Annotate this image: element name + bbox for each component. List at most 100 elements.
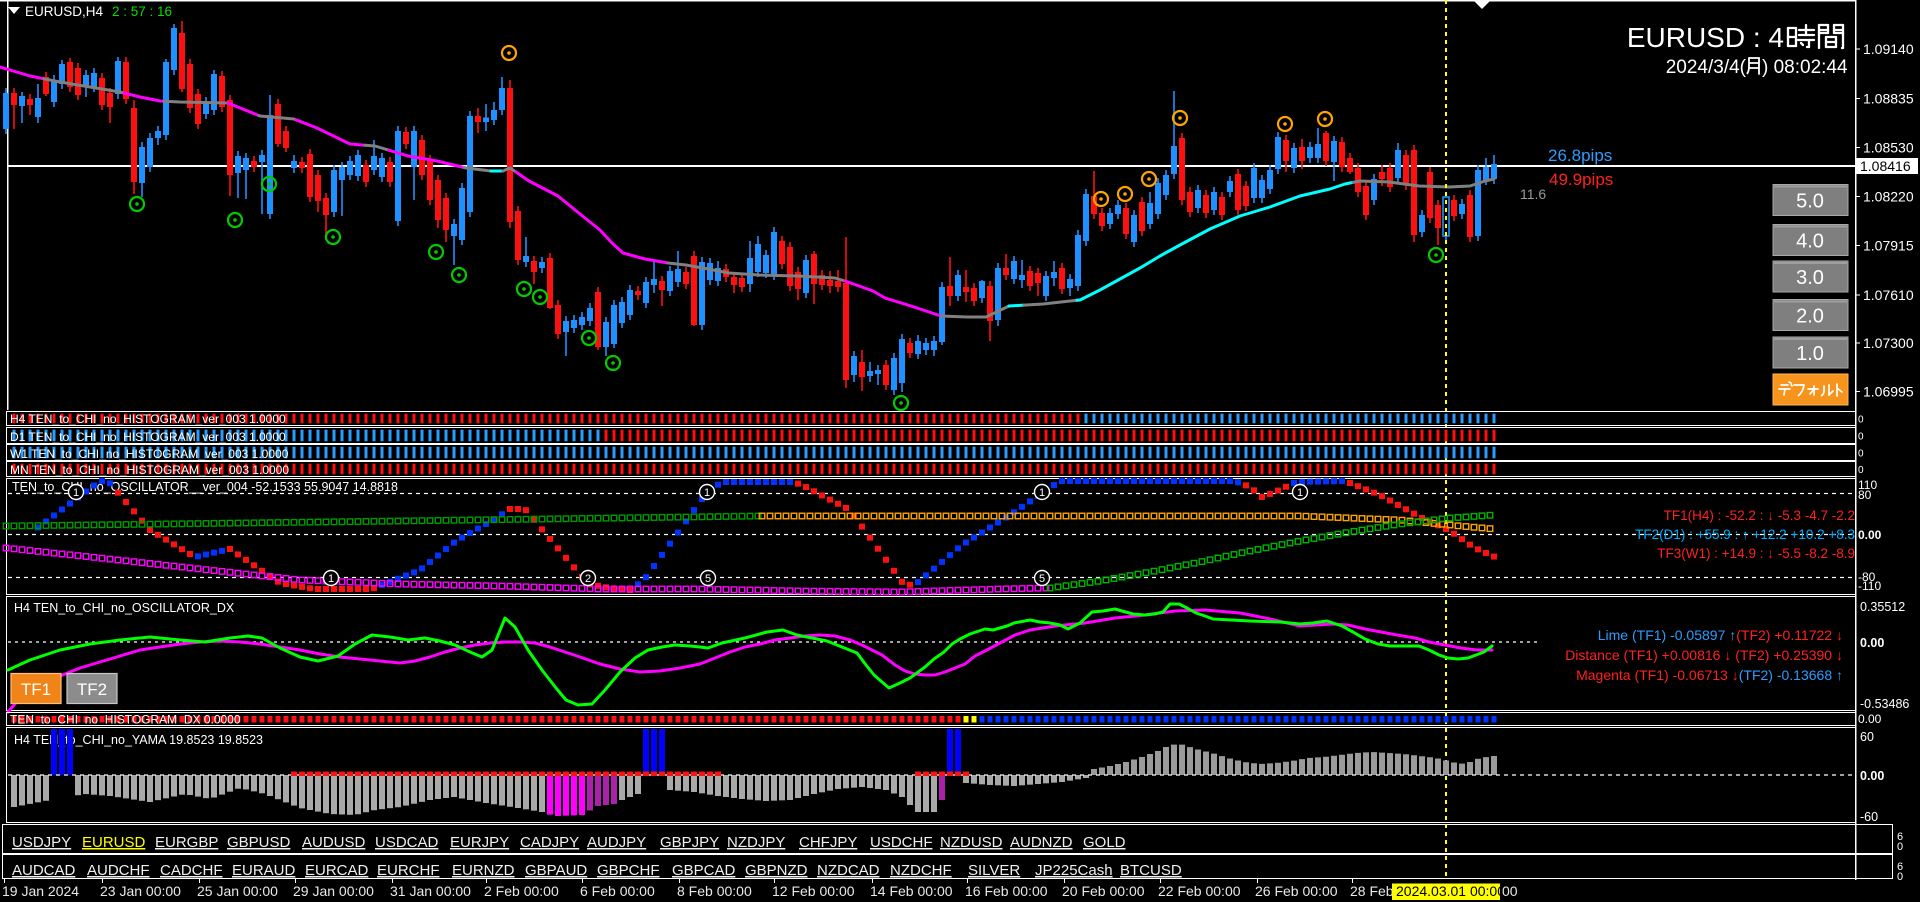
- svg-text:1.08530: 1.08530: [1863, 140, 1914, 156]
- svg-text:GBPCHF: GBPCHF: [597, 862, 660, 879]
- svg-text:Magenta (TF1) -0.06713 ↓(TF2): Magenta (TF1) -0.06713 ↓(TF2) -0.13668 ↑: [1576, 667, 1843, 683]
- svg-text:26.8pips: 26.8pips: [1548, 146, 1612, 165]
- svg-text:0.00: 0.00: [1858, 712, 1882, 726]
- svg-text:60: 60: [1860, 730, 1874, 744]
- svg-text:1.08835: 1.08835: [1863, 91, 1914, 107]
- svg-text:-0.53486: -0.53486: [1860, 697, 1909, 711]
- svg-text:H4 TEN_to_CHI_no_OSCILLATOR_DX: H4 TEN_to_CHI_no_OSCILLATOR_DX: [14, 601, 235, 615]
- svg-text:GBPNZD: GBPNZD: [745, 862, 808, 879]
- svg-text:1.08416: 1.08416: [1860, 158, 1911, 174]
- svg-text:2024.03.01 00:00: 2024.03.01 00:00: [1396, 883, 1505, 899]
- svg-text:1: 1: [1039, 487, 1045, 499]
- svg-text:16 Feb 00:00: 16 Feb 00:00: [965, 883, 1048, 899]
- svg-text:26 Feb 00:00: 26 Feb 00:00: [1255, 883, 1338, 899]
- svg-text:TEN_to_CHI_no_HISTOGRAM_DX 0.0: TEN_to_CHI_no_HISTOGRAM_DX 0.0000: [10, 713, 241, 727]
- svg-text:CADCHF: CADCHF: [160, 862, 223, 879]
- svg-text:H4 TEN_to_CHI_no_YAMA 19.852: H4 TEN_to_CHI_no_YAMA 19.8523 19.8523: [14, 733, 263, 747]
- svg-text:NZDCHF: NZDCHF: [890, 862, 952, 879]
- svg-text:0.00: 0.00: [1858, 528, 1882, 542]
- svg-text:GOLD: GOLD: [1083, 834, 1126, 851]
- svg-text:H4 TEN_to_CHI_no_HISTOGRAM_ver: H4 TEN_to_CHI_no_HISTOGRAM_ver_003 1.000…: [10, 412, 286, 426]
- svg-text:5: 5: [1039, 573, 1045, 585]
- svg-text:0: 0: [1858, 432, 1864, 443]
- svg-text:TF2(D1) : +55.9 : ↑ +12.2 +10.: TF2(D1) : +55.9 : ↑ +12.2 +10.2 +8.3: [1635, 527, 1855, 542]
- svg-text:11.6: 11.6: [1520, 186, 1546, 202]
- svg-text:) 08:02:44: ) 08:02:44: [1762, 57, 1848, 78]
- svg-text:-80: -80: [1858, 570, 1876, 584]
- svg-text:EURGBP: EURGBP: [155, 834, 218, 851]
- svg-text:GBPAUD: GBPAUD: [525, 862, 587, 879]
- svg-text:EURCAD: EURCAD: [305, 862, 369, 879]
- svg-text:1.07610: 1.07610: [1863, 287, 1914, 303]
- svg-text:49.9pips: 49.9pips: [1549, 170, 1613, 189]
- svg-text:31 Jan 00:00: 31 Jan 00:00: [390, 883, 471, 899]
- svg-text:0.35512: 0.35512: [1860, 600, 1905, 614]
- svg-text:6: 6: [1897, 861, 1903, 873]
- svg-text:AUDUSD: AUDUSD: [302, 834, 366, 851]
- svg-text:TF1(H4) : -52.2 : ↓ -5.3 -4.7: TF1(H4) : -52.2 : ↓ -5.3 -4.7 -2.2: [1664, 508, 1855, 523]
- svg-text:0: 0: [1858, 449, 1864, 460]
- svg-text:USDCHF: USDCHF: [870, 834, 933, 851]
- svg-text:2 Feb 00:00: 2 Feb 00:00: [484, 883, 559, 899]
- svg-text:EURUSD : 4: EURUSD : 4: [1627, 22, 1784, 53]
- svg-text:SILVER: SILVER: [968, 862, 1020, 879]
- svg-text:EURUSD: EURUSD: [82, 834, 146, 851]
- svg-text:29 Jan 00:00: 29 Jan 00:00: [293, 883, 374, 899]
- svg-text:2024/3/4(: 2024/3/4(: [1666, 57, 1747, 78]
- svg-text:23 Jan 00:00: 23 Jan 00:00: [100, 883, 181, 899]
- svg-text:4.0: 4.0: [1796, 231, 1824, 253]
- svg-text:AUDCAD: AUDCAD: [12, 862, 76, 879]
- svg-text:D1 TEN_to_CHI_no_HISTOGRAM_ver: D1 TEN_to_CHI_no_HISTOGRAM_ver_003 1.000…: [10, 430, 286, 444]
- svg-text:GBPUSD: GBPUSD: [227, 834, 291, 851]
- svg-text:20 Feb 00:00: 20 Feb 00:00: [1062, 883, 1145, 899]
- svg-text:NZDJPY: NZDJPY: [727, 834, 785, 851]
- svg-text:AUDJPY: AUDJPY: [587, 834, 646, 851]
- svg-text:NZDUSD: NZDUSD: [940, 834, 1003, 851]
- svg-text:2: 2: [585, 573, 591, 585]
- svg-text:EURJPY: EURJPY: [450, 834, 509, 851]
- svg-text:EURCHF: EURCHF: [377, 862, 440, 879]
- svg-text:TF2: TF2: [77, 680, 107, 699]
- svg-text:0.00: 0.00: [1860, 769, 1884, 783]
- svg-text:2 : 57 : 16: 2 : 57 : 16: [112, 4, 172, 19]
- svg-text:AUDCHF: AUDCHF: [87, 862, 150, 879]
- svg-text:EURNZD: EURNZD: [452, 862, 515, 879]
- svg-text:GBPJPY: GBPJPY: [660, 834, 719, 851]
- svg-text:GBPCAD: GBPCAD: [672, 862, 736, 879]
- svg-text:0: 0: [1858, 415, 1864, 426]
- svg-text:0: 0: [1897, 841, 1903, 853]
- svg-text:TF1: TF1: [21, 680, 51, 699]
- svg-text:1.08220: 1.08220: [1863, 189, 1914, 205]
- svg-text:8 Feb 00:00: 8 Feb 00:00: [677, 883, 752, 899]
- svg-text:EURUSD,H4: EURUSD,H4: [25, 4, 104, 19]
- svg-text:3.0: 3.0: [1796, 267, 1824, 289]
- svg-text:-60: -60: [1860, 810, 1878, 824]
- svg-text:NZDCAD: NZDCAD: [817, 862, 880, 879]
- svg-text:19 Jan 2024: 19 Jan 2024: [2, 883, 79, 899]
- svg-text:AUDNZD: AUDNZD: [1010, 834, 1073, 851]
- svg-text:1.09140: 1.09140: [1863, 41, 1914, 57]
- svg-text:USDJPY: USDJPY: [12, 834, 71, 851]
- svg-text:5.0: 5.0: [1796, 191, 1824, 213]
- svg-text:80: 80: [1858, 488, 1872, 502]
- svg-text:CADJPY: CADJPY: [520, 834, 579, 851]
- svg-text:0: 0: [1897, 871, 1903, 883]
- svg-text:TF3(W1) : +14.9 : ↓ -5.5 -8.2: TF3(W1) : +14.9 : ↓ -5.5 -8.2 -8.9: [1657, 546, 1855, 561]
- svg-text:0.00: 0.00: [1860, 636, 1884, 650]
- svg-text:1: 1: [328, 573, 334, 585]
- svg-text:1.06995: 1.06995: [1863, 384, 1914, 400]
- svg-text:22 Feb 00:00: 22 Feb 00:00: [1158, 883, 1241, 899]
- svg-text:USDCAD: USDCAD: [375, 834, 439, 851]
- svg-text:CHFJPY: CHFJPY: [799, 834, 857, 851]
- svg-text:110: 110: [1858, 478, 1877, 492]
- svg-text:1: 1: [704, 487, 710, 499]
- svg-text:6 Feb 00:00: 6 Feb 00:00: [580, 883, 655, 899]
- svg-text:1.07300: 1.07300: [1863, 335, 1914, 351]
- svg-text:12 Feb 00:00: 12 Feb 00:00: [772, 883, 855, 899]
- svg-text:1: 1: [73, 487, 79, 499]
- svg-text:1: 1: [1297, 487, 1303, 499]
- svg-text:25 Jan 00:00: 25 Jan 00:00: [197, 883, 278, 899]
- svg-text:EURAUD: EURAUD: [232, 862, 296, 879]
- svg-text:28 Feb: 28 Feb: [1350, 883, 1394, 899]
- svg-text:BTCUSD: BTCUSD: [1120, 862, 1182, 879]
